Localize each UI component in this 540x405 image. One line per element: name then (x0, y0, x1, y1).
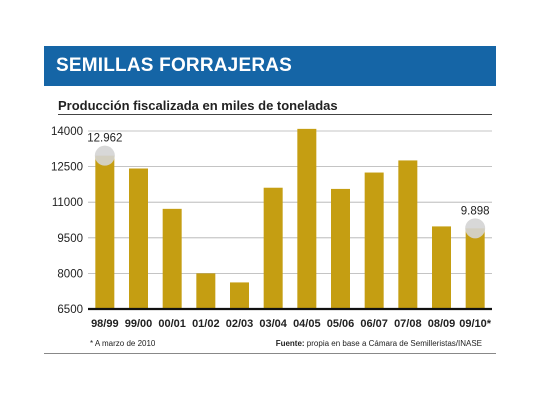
data-label: 9.898 (461, 205, 490, 217)
footnote: * A marzo de 2010 (90, 339, 156, 348)
bar (364, 172, 384, 309)
x-tick-label: 00/01 (158, 318, 186, 330)
bar (331, 188, 350, 309)
y-tick-label: 14000 (51, 126, 83, 138)
bar (162, 208, 182, 309)
bar (432, 226, 451, 309)
bar (95, 155, 115, 309)
data-label: 12.962 (87, 133, 122, 145)
x-tick-label: 02/03 (226, 318, 254, 330)
bar (297, 128, 317, 309)
y-tick-label: 6500 (57, 304, 83, 316)
y-tick-label: 9500 (57, 233, 83, 245)
x-tick-label: 03/04 (259, 318, 287, 330)
x-tick-label: 98/99 (91, 318, 119, 330)
x-tick-label: 09/10* (459, 318, 492, 330)
chart-title: Producción fiscalizada en miles de tonel… (58, 98, 338, 113)
bar (465, 228, 485, 309)
x-tick-label: 06/07 (360, 318, 388, 330)
highlight-circle (94, 145, 115, 166)
bar (230, 282, 249, 309)
x-tick-label: 08/09 (428, 318, 456, 330)
y-tick-label: 11000 (52, 197, 83, 209)
x-tick-label: 01/02 (192, 318, 220, 330)
bar (129, 168, 148, 309)
source-label: Fuente: (275, 339, 305, 348)
footer-divider (44, 353, 496, 354)
page-title: SEMILLAS FORRAJERAS (56, 55, 293, 76)
y-tick-label: 8000 (57, 268, 83, 280)
x-tick-label: 99/00 (125, 318, 153, 330)
title-banner: SEMILLAS FORRAJERAS (44, 46, 496, 86)
bar (398, 160, 418, 309)
highlight-circle (465, 218, 486, 239)
x-tick-label: 04/05 (293, 318, 321, 330)
y-tick-label: 12500 (51, 162, 83, 174)
source-note: Fuente: propia en base a Cámara de Semil… (276, 339, 482, 348)
x-tick-label: 05/06 (327, 318, 355, 330)
x-tick-label: 07/08 (394, 318, 422, 330)
bar (263, 187, 283, 309)
title-divider (58, 114, 492, 115)
source-text: propia en base a Cámara de Semilleristas… (304, 339, 482, 348)
bar (196, 273, 216, 309)
